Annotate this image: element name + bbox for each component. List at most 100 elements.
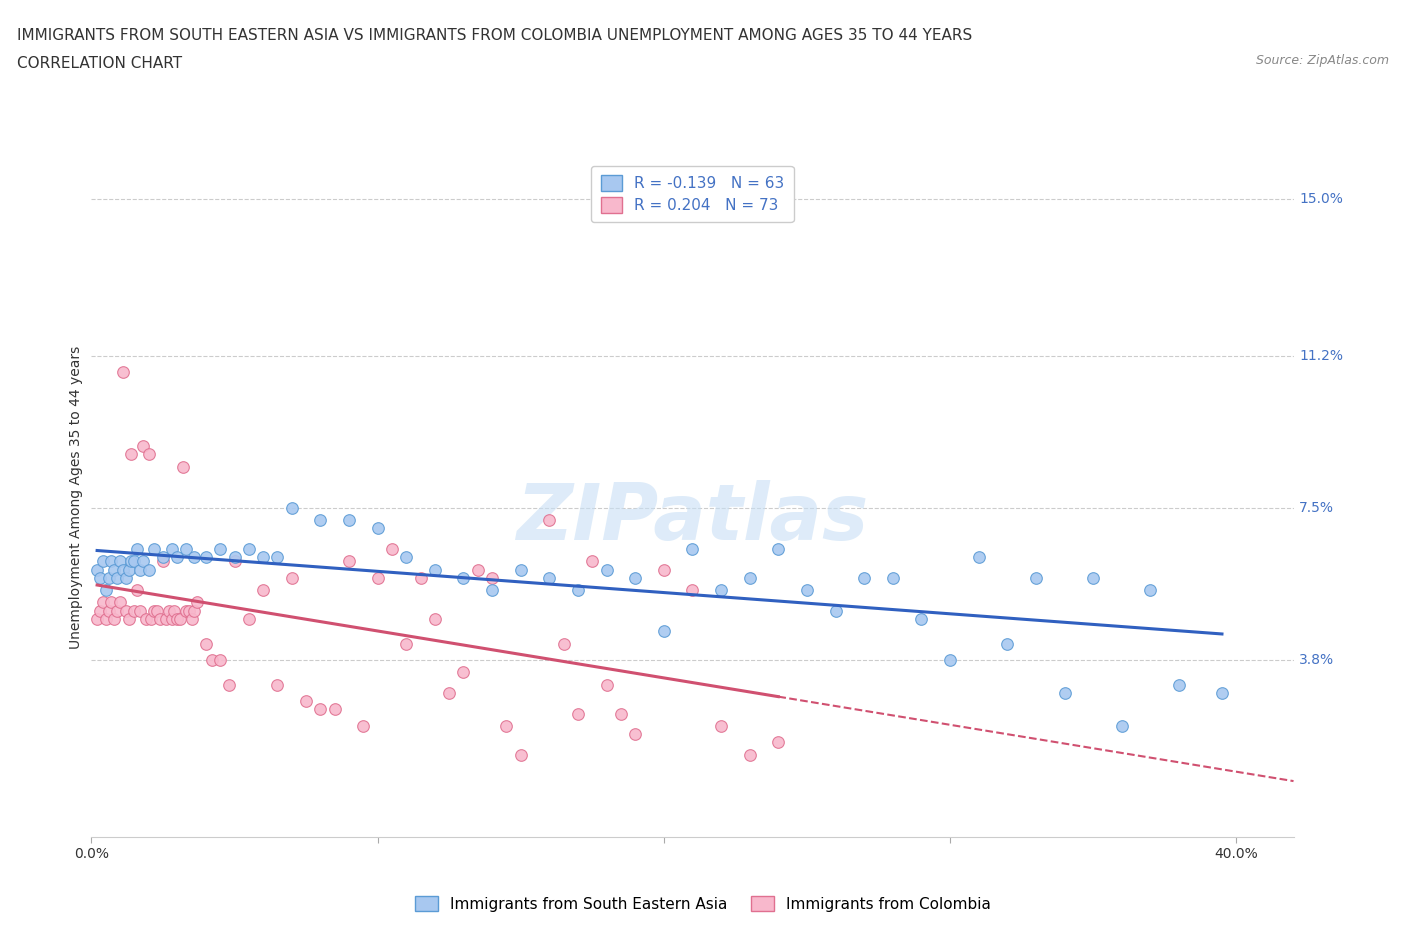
- Point: [111, 562, 134, 577]
- Text: CORRELATION CHART: CORRELATION CHART: [17, 56, 181, 71]
- Point: [681, 583, 703, 598]
- Point: [174, 541, 197, 556]
- Point: [710, 719, 733, 734]
- Point: [172, 459, 194, 474]
- Point: [768, 735, 790, 750]
- Point: [105, 570, 128, 585]
- Point: [652, 624, 675, 639]
- Point: [209, 653, 232, 668]
- Point: [94, 583, 117, 598]
- Point: [1139, 583, 1161, 598]
- Point: [1053, 685, 1076, 700]
- Point: [337, 554, 360, 569]
- Point: [337, 512, 360, 527]
- Point: [157, 604, 180, 618]
- Point: [437, 685, 460, 700]
- Point: [89, 604, 111, 618]
- Point: [135, 612, 157, 627]
- Point: [610, 706, 633, 721]
- Point: [201, 653, 224, 668]
- Point: [1211, 685, 1233, 700]
- Point: [252, 550, 274, 565]
- Point: [409, 570, 432, 585]
- Point: [180, 612, 202, 627]
- Point: [89, 570, 111, 585]
- Point: [209, 541, 232, 556]
- Point: [266, 550, 288, 565]
- Point: [194, 636, 217, 651]
- Point: [252, 583, 274, 598]
- Point: [108, 554, 131, 569]
- Point: [169, 612, 191, 627]
- Point: [103, 612, 125, 627]
- Point: [581, 554, 603, 569]
- Point: [111, 365, 134, 379]
- Point: [1111, 719, 1133, 734]
- Point: [423, 562, 446, 577]
- Text: 7.5%: 7.5%: [1299, 501, 1334, 515]
- Y-axis label: Unemployment Among Ages 35 to 44 years: Unemployment Among Ages 35 to 44 years: [69, 346, 83, 649]
- Point: [152, 550, 174, 565]
- Point: [155, 612, 177, 627]
- Point: [1168, 677, 1191, 692]
- Point: [183, 550, 205, 565]
- Point: [100, 595, 122, 610]
- Point: [132, 439, 155, 454]
- Point: [495, 719, 517, 734]
- Point: [538, 570, 561, 585]
- Point: [553, 636, 575, 651]
- Point: [652, 562, 675, 577]
- Point: [91, 595, 114, 610]
- Point: [395, 636, 418, 651]
- Point: [194, 550, 217, 565]
- Text: IMMIGRANTS FROM SOUTH EASTERN ASIA VS IMMIGRANTS FROM COLOMBIA UNEMPLOYMENT AMON: IMMIGRANTS FROM SOUTH EASTERN ASIA VS IM…: [17, 28, 972, 43]
- Point: [796, 583, 818, 598]
- Point: [423, 612, 446, 627]
- Point: [824, 604, 846, 618]
- Point: [238, 612, 260, 627]
- Point: [141, 612, 163, 627]
- Text: 15.0%: 15.0%: [1299, 193, 1343, 206]
- Point: [567, 706, 589, 721]
- Point: [117, 562, 139, 577]
- Point: [114, 570, 136, 585]
- Point: [939, 653, 962, 668]
- Point: [768, 541, 790, 556]
- Point: [127, 583, 149, 598]
- Point: [367, 521, 389, 536]
- Point: [367, 570, 389, 585]
- Point: [121, 447, 143, 462]
- Point: [481, 570, 503, 585]
- Point: [146, 604, 169, 618]
- Point: [509, 748, 531, 763]
- Point: [595, 677, 617, 692]
- Point: [114, 604, 136, 618]
- Point: [967, 550, 990, 565]
- Point: [97, 570, 120, 585]
- Point: [509, 562, 531, 577]
- Point: [117, 612, 139, 627]
- Point: [143, 604, 166, 618]
- Point: [105, 604, 128, 618]
- Point: [238, 541, 260, 556]
- Point: [352, 719, 374, 734]
- Point: [174, 604, 197, 618]
- Point: [853, 570, 876, 585]
- Text: ZIPatlas: ZIPatlas: [516, 480, 869, 556]
- Point: [710, 583, 733, 598]
- Point: [129, 604, 152, 618]
- Point: [160, 612, 183, 627]
- Point: [138, 562, 160, 577]
- Point: [882, 570, 904, 585]
- Point: [163, 604, 186, 618]
- Point: [624, 570, 647, 585]
- Point: [183, 604, 205, 618]
- Point: [381, 541, 404, 556]
- Point: [132, 554, 155, 569]
- Point: [624, 726, 647, 741]
- Point: [124, 604, 146, 618]
- Point: [166, 612, 188, 627]
- Point: [910, 612, 932, 627]
- Point: [453, 570, 475, 585]
- Point: [481, 583, 503, 598]
